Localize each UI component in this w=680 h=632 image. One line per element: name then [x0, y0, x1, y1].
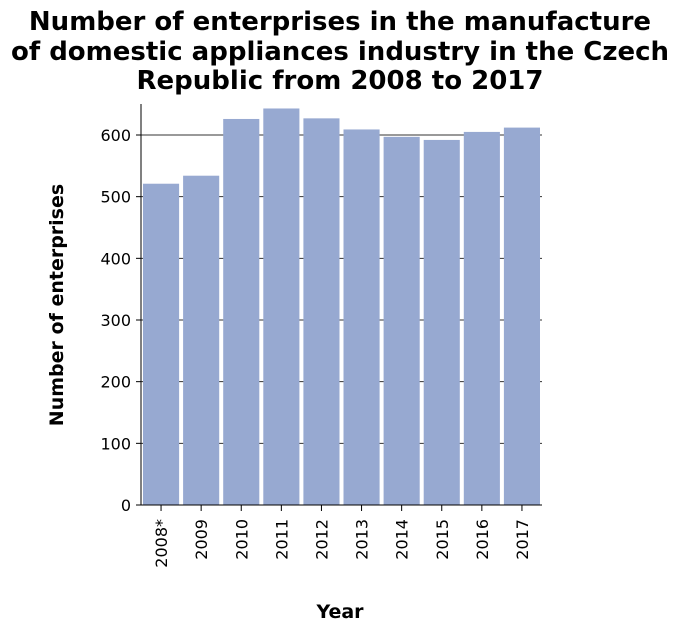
y-axis: 0 100 200 300 400 500 600 — [100, 104, 142, 515]
chart-title-line-3: Republic from 2008 to 2017 — [137, 66, 544, 96]
y-tick-label: 500 — [100, 188, 131, 207]
x-tick-label: 2015 — [433, 519, 452, 560]
x-tick-label: 2011 — [272, 519, 291, 560]
y-tick-label: 300 — [100, 311, 131, 330]
bar-2017 — [503, 127, 540, 505]
bar-2012 — [303, 118, 340, 505]
bar-2015 — [423, 139, 460, 505]
x-tick-label: 2012 — [312, 519, 331, 560]
bar-2011 — [263, 108, 300, 505]
x-tick-label: 2017 — [513, 519, 532, 560]
bar-2010 — [223, 118, 260, 505]
x-axis-label: Year — [315, 601, 364, 623]
chart-title-line-1: Number of enterprises in the manufacture — [29, 7, 651, 37]
x-tick-label: 2008* — [152, 519, 171, 568]
bar-2014 — [383, 136, 420, 505]
bar-2016 — [463, 131, 500, 505]
x-axis: 2008* 2009 2010 2011 2012 2013 2014 2015 2016 201… — [141, 504, 542, 568]
x-tick-label: 2010 — [232, 519, 251, 560]
x-tick-label: 2014 — [393, 519, 412, 560]
y-tick-label: 200 — [100, 373, 131, 392]
y-tick-label: 600 — [100, 126, 131, 145]
chart-title-line-2: of domestic appliances industry in the C… — [11, 37, 669, 67]
chart-title: Number of enterprises in the manufacture… — [11, 7, 669, 96]
bars — [143, 108, 540, 505]
bar-2009 — [183, 175, 220, 505]
bar-2013 — [343, 129, 380, 505]
y-axis-label: Number of enterprises — [46, 184, 68, 426]
x-tick-label: 2009 — [192, 519, 211, 560]
x-tick-label: 2013 — [353, 519, 372, 560]
y-tick-label: 400 — [100, 249, 131, 268]
y-tick-label: 100 — [100, 434, 131, 453]
y-tick-label: 0 — [121, 496, 131, 515]
x-tick-label: 2016 — [473, 519, 492, 560]
bar-2008 — [143, 183, 180, 505]
